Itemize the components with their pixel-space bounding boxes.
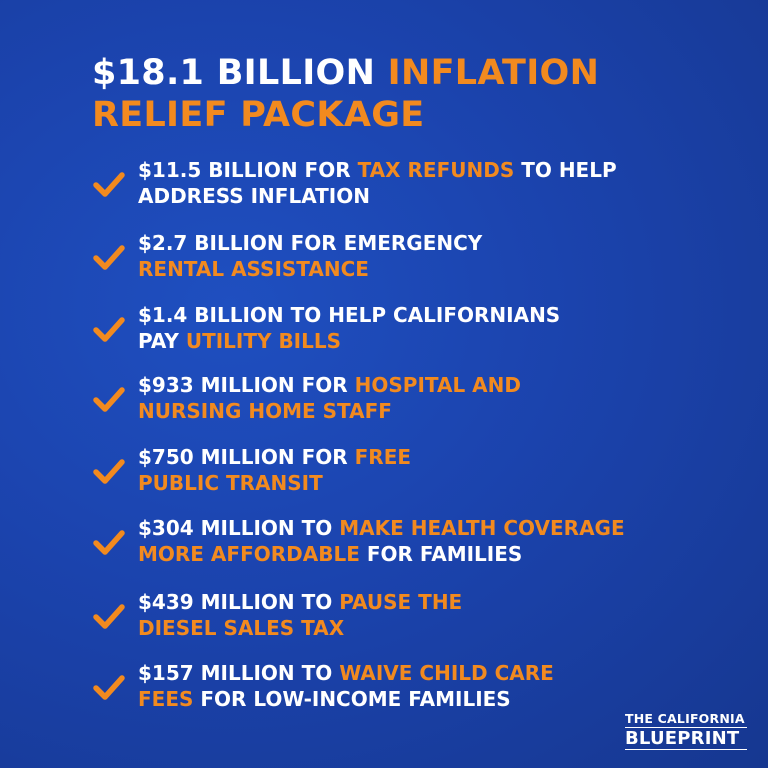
california-blueprint-logo: THE CALIFORNIA BLUEPRINT <box>625 712 747 750</box>
item-text: $2.7 BILLION FOR EMERGENCY RENTAL ASSIST… <box>138 230 728 282</box>
checkmark-icon <box>93 530 125 555</box>
checkmark-icon <box>93 675 125 700</box>
item-highlight: PAUSE THE <box>339 590 463 614</box>
item-highlight: FEES <box>138 687 194 711</box>
list-item: $304 MILLION TO MAKE HEALTH COVERAGE MOR… <box>92 515 732 575</box>
item-highlight: RENTAL ASSISTANCE <box>138 257 369 281</box>
item-amount: $11.5 BILLION FOR <box>138 158 358 182</box>
title-line2: RELIEF PACKAGE <box>92 95 425 135</box>
item-text-part: FOR FAMILIES <box>359 542 523 566</box>
item-text: $750 MILLION FOR FREE PUBLIC TRANSIT <box>138 444 728 496</box>
item-highlight: PUBLIC TRANSIT <box>138 471 323 495</box>
item-highlight: NURSING HOME STAFF <box>138 399 392 423</box>
checkmark-icon <box>93 459 125 484</box>
item-highlight: UTILITY BILLS <box>185 329 342 353</box>
list-item: $2.7 BILLION FOR EMERGENCY RENTAL ASSIST… <box>92 230 732 290</box>
list-item: $750 MILLION FOR FREE PUBLIC TRANSIT <box>92 444 732 504</box>
logo-line2: BLUEPRINT <box>625 727 747 750</box>
item-highlight: DIESEL SALES TAX <box>138 616 345 640</box>
page-title: $18.1 BILLION INFLATION RELIEF PACKAGE <box>92 52 732 136</box>
item-text: $304 MILLION TO MAKE HEALTH COVERAGE MOR… <box>138 515 728 567</box>
checkmark-icon <box>93 604 125 629</box>
item-amount: $933 MILLION FOR <box>138 373 355 397</box>
logo-line1: THE CALIFORNIA <box>625 711 745 726</box>
list-item: $157 MILLION TO WAIVE CHILD CARE FEES FO… <box>92 660 732 720</box>
list-item: $11.5 BILLION FOR TAX REFUNDS TO HELP AD… <box>92 157 732 217</box>
list-item: $439 MILLION TO PAUSE THE DIESEL SALES T… <box>92 589 732 649</box>
item-text: $439 MILLION TO PAUSE THE DIESEL SALES T… <box>138 589 728 641</box>
item-amount: $2.7 BILLION FOR EMERGENCY <box>138 231 483 255</box>
item-text: $1.4 BILLION TO HELP CALIFORNIANS PAY UT… <box>138 302 728 354</box>
item-highlight: WAIVE CHILD CARE <box>339 661 554 685</box>
checkmark-icon <box>93 172 125 197</box>
list-item: $933 MILLION FOR HOSPITAL AND NURSING HO… <box>92 372 732 432</box>
item-text: $933 MILLION FOR HOSPITAL AND NURSING HO… <box>138 372 728 424</box>
item-amount: $157 MILLION TO <box>138 661 340 685</box>
item-text: $11.5 BILLION FOR TAX REFUNDS TO HELP AD… <box>138 157 728 209</box>
item-amount: $439 MILLION TO <box>138 590 340 614</box>
item-text: $157 MILLION TO WAIVE CHILD CARE FEES FO… <box>138 660 728 712</box>
item-text-part: FOR LOW-INCOME FAMILIES <box>193 687 511 711</box>
checkmark-icon <box>93 245 125 270</box>
list-item: $1.4 BILLION TO HELP CALIFORNIANS PAY UT… <box>92 302 732 362</box>
item-highlight: MORE AFFORDABLE <box>138 542 360 566</box>
item-highlight: MAKE HEALTH COVERAGE <box>339 516 625 540</box>
item-highlight: FREE <box>354 445 412 469</box>
checkmark-icon <box>93 387 125 412</box>
item-amount: $1.4 BILLION TO HELP CALIFORNIANS <box>138 303 561 327</box>
item-text-part: ADDRESS INFLATION <box>138 184 370 208</box>
checkmark-icon <box>93 317 125 342</box>
title-highlight: INFLATION <box>387 53 600 93</box>
item-amount: $304 MILLION TO <box>138 516 340 540</box>
title-amount: $18.1 BILLION <box>92 53 388 93</box>
item-highlight: HOSPITAL AND <box>354 373 521 397</box>
item-amount: $750 MILLION FOR <box>138 445 355 469</box>
item-highlight: TAX REFUNDS <box>357 158 515 182</box>
item-text-part: PAY <box>138 329 186 353</box>
item-text-part: TO HELP <box>514 158 617 182</box>
